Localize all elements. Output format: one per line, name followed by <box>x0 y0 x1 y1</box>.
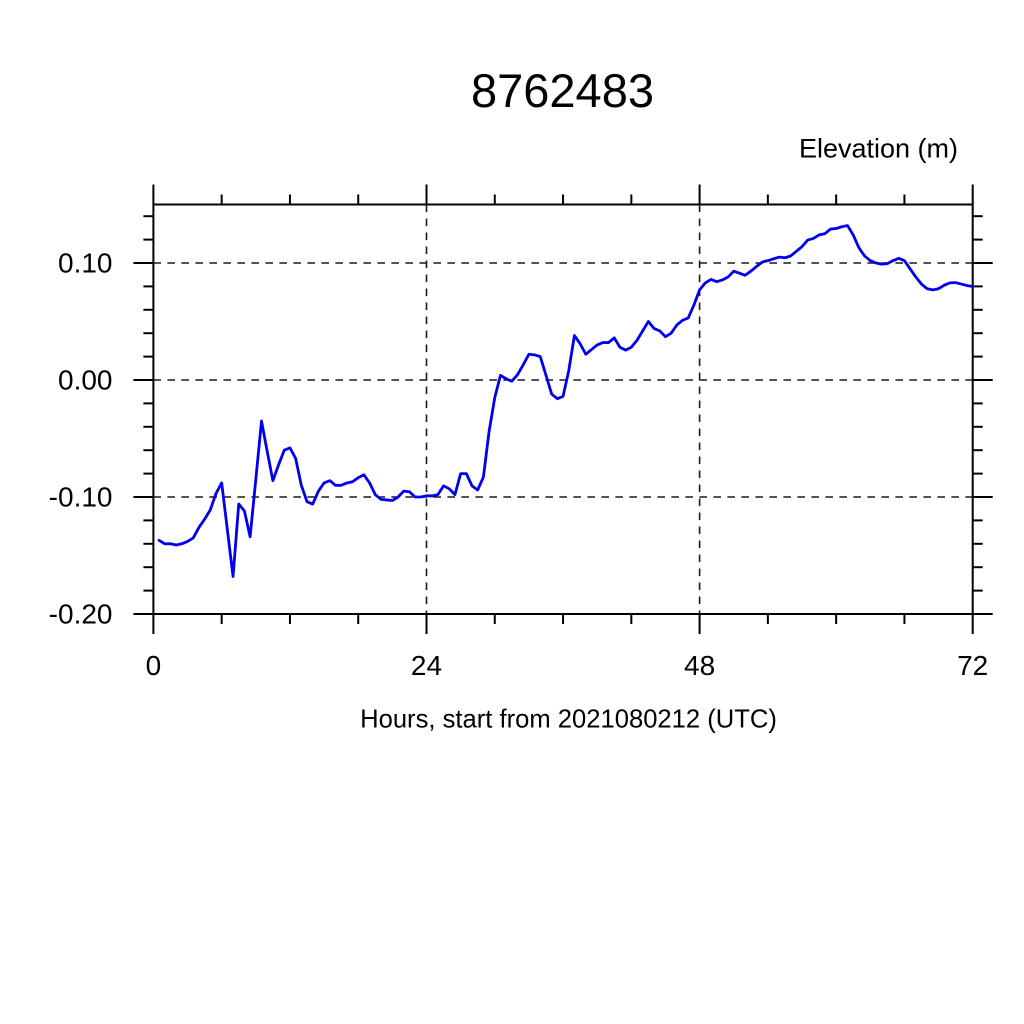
y-tick-label: -0.20 <box>49 599 113 630</box>
frame-layer <box>152 203 974 615</box>
plot-frame <box>152 203 974 615</box>
y-tick-label: -0.10 <box>49 482 113 513</box>
x-tick-label: 24 <box>411 650 442 681</box>
grid-layer <box>153 204 973 615</box>
x-tick-label: 72 <box>957 650 988 681</box>
tick-layer <box>133 184 993 634</box>
series-line <box>157 224 975 578</box>
y-axis-title: Elevation (m) <box>799 134 958 164</box>
tick-label-layer: 0 24 48 72 -0.20 -0.10 0.00 0.10 <box>49 248 989 681</box>
chart-title: 8762483 <box>471 64 654 117</box>
series-layer <box>157 224 975 578</box>
x-tick-label: 0 <box>146 650 162 681</box>
y-tick-label: 0.00 <box>58 365 113 396</box>
x-tick-label: 48 <box>684 650 715 681</box>
y-tick-label: 0.10 <box>58 248 113 279</box>
x-axis-title: Hours, start from 2021080212 (UTC) <box>360 706 777 734</box>
